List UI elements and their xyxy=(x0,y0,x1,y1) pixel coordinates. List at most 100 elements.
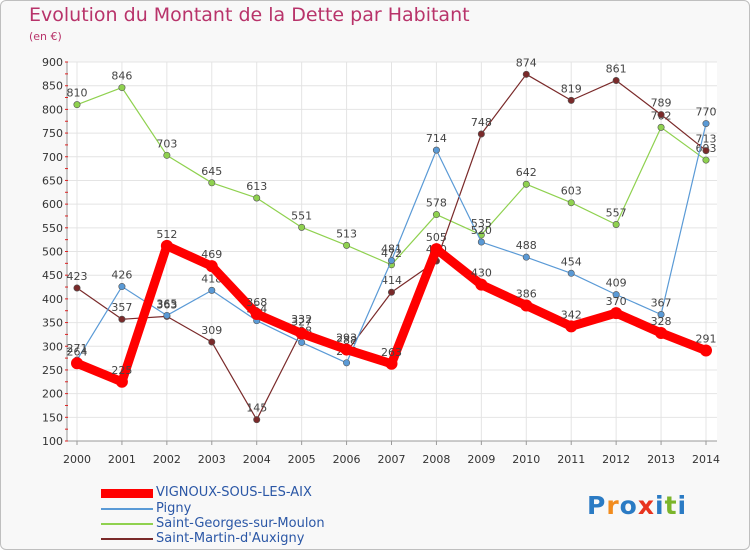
legend-label: Saint-Martin-d'Auxigny xyxy=(156,531,305,546)
data-point xyxy=(567,269,575,277)
logo-letter: x xyxy=(637,491,655,520)
data-point xyxy=(340,343,353,356)
data-point xyxy=(343,241,351,249)
data-point xyxy=(208,338,216,346)
logo-letter: i xyxy=(677,491,688,520)
y-tick-label: 700 xyxy=(42,151,63,164)
data-point xyxy=(522,253,530,261)
data-point xyxy=(522,70,530,78)
y-tick-label: 900 xyxy=(42,56,63,69)
data-point xyxy=(567,96,575,104)
data-label: 342 xyxy=(561,308,582,321)
data-label: 613 xyxy=(246,180,267,193)
data-point xyxy=(205,260,218,273)
data-label: 293 xyxy=(336,332,357,345)
y-tick-label: 800 xyxy=(42,103,63,116)
data-label: 488 xyxy=(516,239,537,252)
x-tick-label: 2006 xyxy=(333,453,361,466)
data-label: 426 xyxy=(111,269,132,282)
data-point xyxy=(612,291,620,299)
logo-letter: o xyxy=(619,491,638,520)
y-tick-label: 750 xyxy=(42,127,63,140)
data-label: 472 xyxy=(381,247,402,260)
data-label: 819 xyxy=(561,82,582,95)
data-point xyxy=(298,223,306,231)
data-point xyxy=(71,357,83,370)
data-label: 703 xyxy=(156,137,177,150)
x-tick-label: 2004 xyxy=(243,453,271,466)
x-tick-label: 2000 xyxy=(63,453,91,466)
data-label: 367 xyxy=(651,297,672,310)
data-label: 713 xyxy=(696,133,717,146)
data-label: 264 xyxy=(67,345,88,358)
data-point xyxy=(522,180,530,188)
data-label: 642 xyxy=(516,166,537,179)
data-point xyxy=(657,111,665,119)
data-label: 365 xyxy=(156,297,177,310)
logo-letter: r xyxy=(606,491,620,520)
data-point xyxy=(163,151,171,159)
data-label: 861 xyxy=(606,62,627,75)
data-point xyxy=(477,130,485,138)
data-point xyxy=(565,320,578,333)
data-point xyxy=(655,326,668,339)
y-tick-label: 200 xyxy=(42,388,63,401)
data-point xyxy=(250,308,263,321)
data-point xyxy=(612,220,620,228)
data-point xyxy=(702,120,710,128)
data-point xyxy=(160,239,173,252)
chart-title: Evolution du Montant de la Dette par Hab… xyxy=(29,4,470,26)
x-tick-label: 2008 xyxy=(422,453,450,466)
legend-swatch xyxy=(101,508,153,510)
data-label: 368 xyxy=(246,296,267,309)
logo-letter: t xyxy=(664,491,678,520)
data-label: 263 xyxy=(381,346,402,359)
data-label: 512 xyxy=(156,228,177,241)
data-point xyxy=(298,338,306,346)
data-label: 327 xyxy=(291,315,312,328)
y-tick-label: 300 xyxy=(42,340,63,353)
y-tick-label: 350 xyxy=(42,317,63,330)
data-label: 810 xyxy=(67,87,88,100)
data-label: 225 xyxy=(111,364,132,377)
data-label: 874 xyxy=(516,56,537,69)
y-tick-label: 850 xyxy=(42,80,63,93)
y-tick-label: 500 xyxy=(42,246,63,259)
data-point xyxy=(475,278,488,291)
logo-letter: i xyxy=(655,491,665,520)
x-tick-label: 2011 xyxy=(557,453,585,466)
data-label: 357 xyxy=(111,301,132,314)
data-point xyxy=(477,238,485,246)
data-point xyxy=(118,84,126,92)
x-tick-label: 2002 xyxy=(153,453,181,466)
data-point xyxy=(700,344,712,357)
data-point xyxy=(115,375,128,388)
data-label: 535 xyxy=(471,217,492,230)
proxiti-logo: Proxiti xyxy=(587,491,687,520)
data-label: 409 xyxy=(606,277,627,290)
data-label: 145 xyxy=(246,402,267,415)
data-label: 846 xyxy=(111,70,132,83)
data-label: 454 xyxy=(561,255,582,268)
data-point xyxy=(253,416,261,424)
data-label: 291 xyxy=(696,333,717,346)
y-tick-label: 650 xyxy=(42,174,63,187)
data-label: 481 xyxy=(381,243,402,256)
data-point xyxy=(73,101,81,109)
data-point xyxy=(343,359,351,367)
x-tick-label: 2013 xyxy=(647,453,675,466)
legend-label: VIGNOUX-SOUS-LES-AIX xyxy=(156,485,312,500)
data-point xyxy=(430,243,443,256)
y-tick-label: 400 xyxy=(42,293,63,306)
data-point xyxy=(567,199,575,207)
data-point xyxy=(295,327,308,340)
data-label: 748 xyxy=(471,116,492,129)
legend-swatch xyxy=(101,523,153,525)
y-tick-label: 100 xyxy=(42,435,63,448)
data-point xyxy=(118,283,126,291)
x-tick-label: 2009 xyxy=(467,453,495,466)
data-label: 520 xyxy=(471,224,492,237)
data-label: 423 xyxy=(67,270,88,283)
data-point xyxy=(118,315,126,323)
data-label: 551 xyxy=(291,209,312,222)
